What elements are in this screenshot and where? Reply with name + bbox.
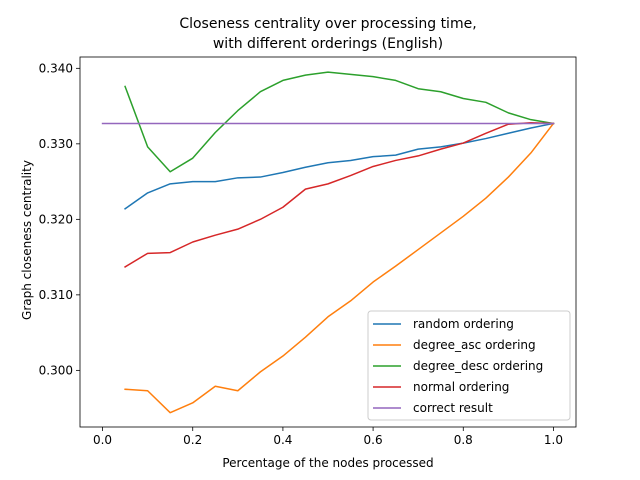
legend: random ordering degree_asc ordering degree… (367, 310, 571, 421)
x-axis-label: Percentage of the nodes processed (222, 456, 433, 470)
x-tick-label: 0.8 (454, 433, 473, 447)
x-tick-label: 1.0 (544, 433, 563, 447)
y-tick-label: 0.330 (39, 137, 73, 151)
x-tick-label: 0.6 (364, 433, 383, 447)
legend-label-random-ordering: random ordering (413, 317, 514, 331)
y-tick-label: 0.310 (39, 288, 73, 302)
y-tick-label: 0.340 (39, 61, 73, 75)
series-line-normal-ordering (124, 121, 555, 268)
series-layer (101, 71, 555, 414)
axes-layer: 0.0 0.2 0.4 0.6 0.8 1.0 0.300 0.310 0.320 0.330 0.… (39, 56, 577, 447)
y-tick-label: 0.320 (39, 212, 73, 226)
series-line-degree-asc-ordering (124, 122, 555, 414)
series-line-random-ordering (124, 122, 555, 210)
y-axis-label: Graph closeness centrality (20, 160, 34, 320)
legend-box (367, 310, 571, 421)
legend-label-degree-desc-ordering: degree_desc ordering (413, 359, 543, 373)
x-tick-label: 0.0 (93, 433, 112, 447)
axes-frame (79, 56, 577, 428)
chart-title-line-2: with different orderings (English) (213, 36, 443, 52)
x-tick-label: 0.2 (183, 433, 202, 447)
chart-title-line-1: Closeness centrality over processing tim… (179, 16, 476, 32)
legend-label-normal-ordering: normal ordering (413, 380, 509, 394)
x-tick-label: 0.4 (273, 433, 292, 447)
y-tick-label: 0.300 (39, 363, 73, 377)
legend-label-degree-asc-ordering: degree_asc ordering (413, 338, 536, 352)
legend-label-correct-result: correct result (413, 401, 493, 415)
series-line-degree-desc-ordering (124, 71, 555, 173)
